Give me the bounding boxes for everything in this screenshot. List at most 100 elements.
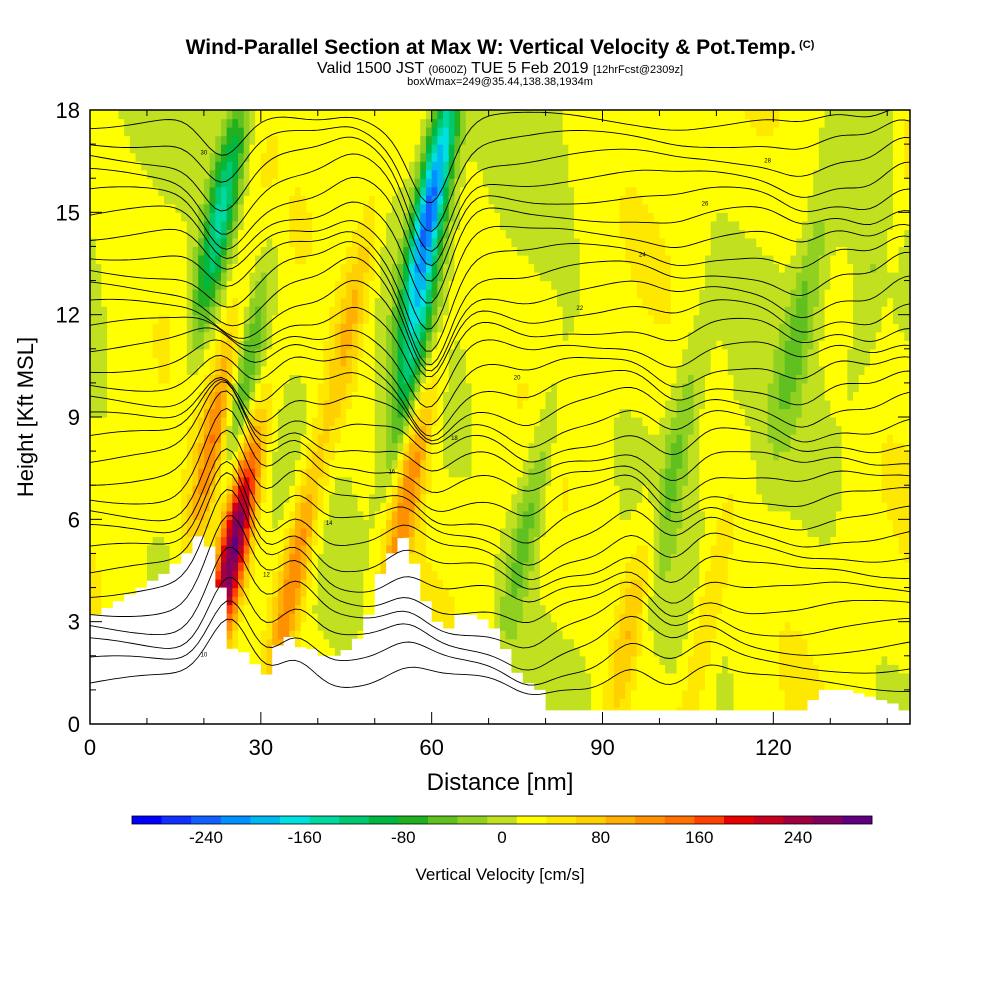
heat-cell	[107, 161, 114, 171]
heat-cell	[220, 135, 228, 145]
heat-cell	[141, 570, 148, 580]
heat-cell	[249, 630, 256, 640]
heat-cell	[454, 536, 461, 546]
heat-cell	[369, 365, 376, 375]
heat-cell	[266, 604, 273, 614]
heat-cell	[306, 340, 313, 350]
heat-cell	[448, 169, 456, 179]
heat-cell	[380, 323, 387, 333]
heat-cell	[175, 212, 182, 222]
heat-cell	[465, 314, 473, 324]
heat-cell	[329, 152, 336, 162]
heat-cell	[369, 425, 376, 435]
heat-cell	[101, 306, 108, 316]
heat-cell	[289, 544, 296, 555]
heat-cell	[101, 374, 108, 384]
heat-cell	[135, 127, 142, 137]
heat-cell	[295, 553, 302, 563]
heat-cell	[283, 468, 290, 478]
heat-cell	[232, 331, 239, 341]
heat-cell	[169, 434, 177, 444]
heat-cell	[448, 408, 456, 418]
heat-cell	[186, 161, 194, 171]
heat-cell	[420, 306, 427, 316]
heat-cell	[465, 340, 473, 350]
heat-cell	[437, 408, 444, 418]
heat-cell	[386, 297, 393, 307]
heat-cell	[266, 544, 273, 555]
heat-cell	[141, 280, 148, 290]
heat-cell	[408, 220, 416, 230]
heat-cell	[238, 536, 245, 546]
heat-cell	[192, 246, 199, 256]
heat-cell	[249, 365, 256, 375]
heat-cell	[346, 493, 353, 503]
heat-cell	[295, 272, 302, 282]
heat-cell	[334, 408, 342, 418]
heat-cell	[238, 314, 245, 324]
heat-cell	[357, 357, 364, 367]
heat-cell	[243, 229, 251, 239]
heat-cell	[255, 493, 262, 503]
heat-cell	[243, 365, 251, 375]
heat-cell	[118, 254, 125, 265]
heat-cell	[169, 519, 177, 529]
heat-cell	[312, 493, 319, 503]
heat-cell	[186, 289, 194, 299]
heat-cell	[300, 630, 307, 640]
heat-cell	[186, 280, 194, 290]
heat-cell	[397, 510, 404, 520]
heat-cell	[135, 425, 142, 435]
heat-cell	[186, 451, 194, 461]
heat-cell	[277, 272, 285, 282]
heat-cell	[158, 502, 165, 512]
heat-cell	[95, 510, 102, 520]
heat-cell	[129, 237, 137, 248]
heat-cell	[164, 178, 171, 188]
heat-cell	[414, 314, 421, 324]
heat-cell	[238, 135, 245, 145]
heat-cell	[192, 340, 199, 350]
heat-cell	[351, 604, 359, 614]
heat-cell	[431, 348, 438, 358]
heat-cell	[141, 118, 148, 128]
heat-cell	[357, 561, 364, 572]
heat-cell	[146, 195, 154, 205]
heat-cell	[249, 468, 256, 478]
heat-cell	[232, 638, 239, 648]
heat-cell	[408, 306, 416, 316]
heat-cell	[380, 169, 387, 179]
heat-cell	[437, 297, 444, 307]
heat-cell	[152, 340, 159, 350]
heat-cell	[255, 570, 262, 580]
heat-cell	[249, 638, 256, 648]
heat-cell	[141, 510, 148, 520]
heat-cell	[186, 459, 194, 469]
heat-cell	[334, 340, 342, 350]
heat-cell	[220, 519, 228, 529]
heat-cell	[420, 144, 427, 154]
heat-cell	[425, 544, 433, 555]
heat-cell	[186, 186, 194, 196]
heat-cell	[420, 331, 427, 341]
heat-cell	[129, 442, 137, 452]
heat-cell	[437, 544, 444, 555]
heat-cell	[266, 178, 273, 188]
heat-cell	[181, 451, 188, 461]
heat-cell	[90, 127, 97, 137]
heat-cell	[215, 408, 222, 418]
heat-cell	[306, 237, 313, 248]
heat-cell	[351, 229, 359, 239]
heat-cell	[277, 135, 285, 145]
heat-cell	[369, 527, 376, 537]
heat-cell	[220, 399, 228, 410]
heat-cell	[471, 220, 478, 230]
heat-cell	[169, 289, 177, 299]
heat-cell	[141, 272, 148, 282]
heat-cell	[397, 391, 404, 401]
heat-cell	[175, 161, 182, 171]
heat-cell	[329, 434, 336, 444]
heat-cell	[135, 382, 142, 393]
heat-cell	[90, 357, 97, 367]
heat-cell	[129, 178, 137, 188]
